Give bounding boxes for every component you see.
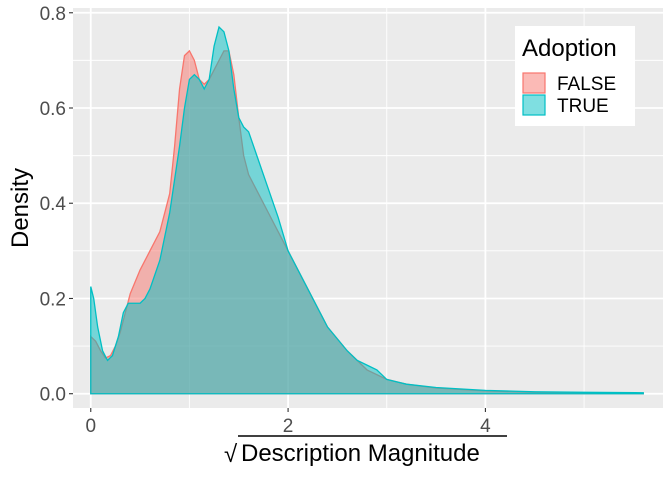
density-areas [90, 25, 644, 395]
legend-key-true [522, 94, 546, 116]
x-tick-label: 0 [85, 416, 96, 437]
y-axis-title: Density [7, 168, 34, 248]
y-tick-label: 0.0 [40, 385, 66, 406]
density-area-true [90, 25, 644, 395]
legend-title: Adoption [522, 35, 617, 62]
x-axis-title: √ Description Magnitude [224, 435, 507, 468]
x-tick-label: 4 [480, 416, 491, 437]
legend-key-false [522, 72, 546, 94]
y-tick-label: 0.4 [40, 194, 67, 215]
legend-label-false: FALSE [557, 74, 616, 95]
x-axis-title-radical: √ [224, 441, 238, 468]
y-tick-label: 0.8 [40, 4, 66, 25]
legend-label-true: TRUE [557, 96, 609, 117]
y-tick-label: 0.2 [40, 289, 66, 310]
y-axis-ticks: 0.0 0.2 0.4 0.6 0.8 [40, 4, 73, 406]
x-axis-title-text: Description Magnitude [241, 440, 480, 467]
x-axis-ticks: 0 2 4 [85, 408, 491, 437]
x-tick-label: 2 [283, 416, 294, 437]
y-tick-label: 0.6 [40, 99, 66, 120]
